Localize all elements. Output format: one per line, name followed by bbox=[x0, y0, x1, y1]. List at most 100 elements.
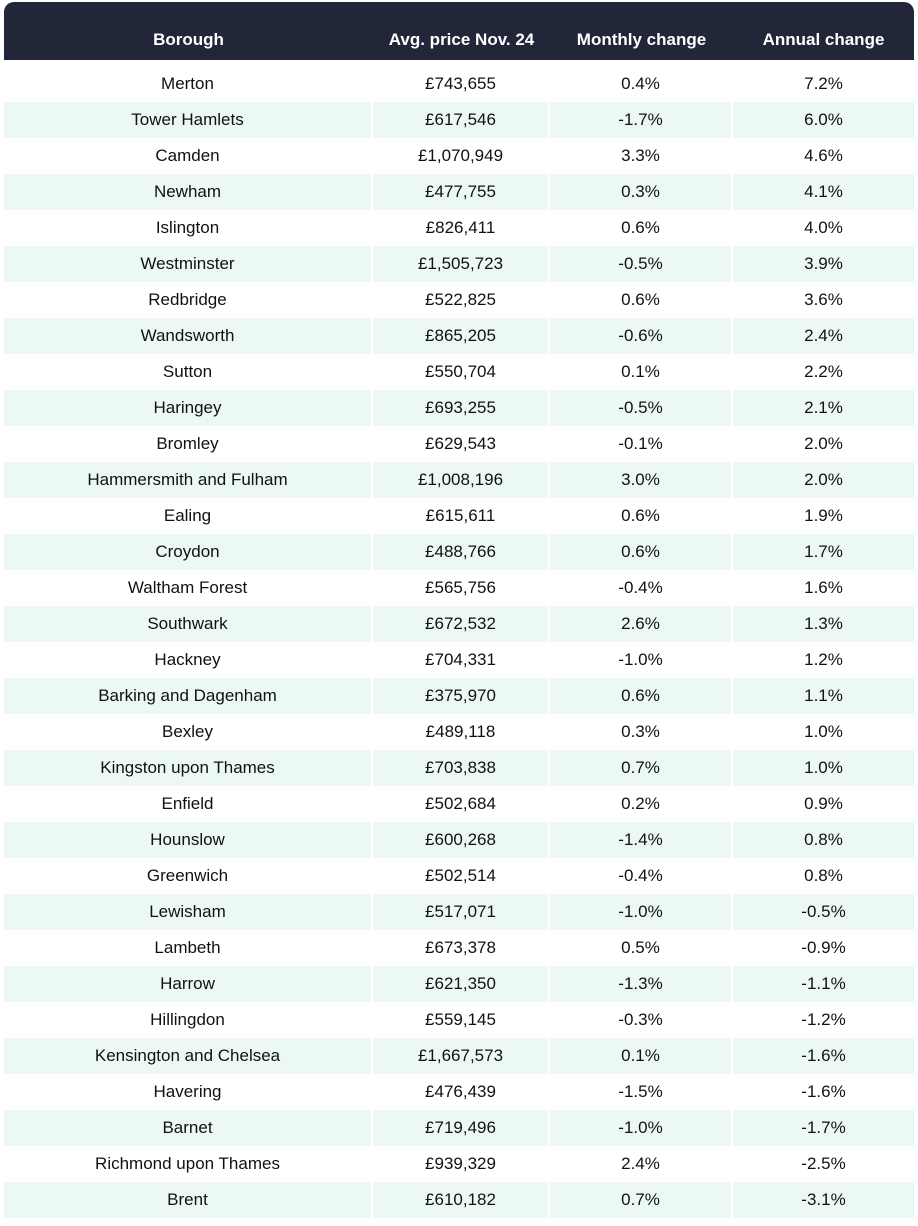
table-row: Camden £1,070,949 3.3% 4.6% bbox=[4, 138, 914, 174]
table-row: Croydon £488,766 0.6% 1.7% bbox=[4, 534, 914, 570]
borough-cell: Tower Hamlets bbox=[4, 102, 373, 138]
table-row: Harrow £621,350 -1.3% -1.1% bbox=[4, 966, 914, 1002]
table-body: Merton £743,655 0.4% 7.2% Tower Hamlets £617,… bbox=[4, 66, 914, 1218]
annual-change-cell: -1.1% bbox=[733, 966, 914, 1002]
table-header: Borough Avg. price Nov. 24 Monthly chang… bbox=[4, 2, 914, 60]
table-row: Westminster £1,505,723 -0.5% 3.9% bbox=[4, 246, 914, 282]
table-row: Barnet £719,496 -1.0% -1.7% bbox=[4, 1110, 914, 1146]
table-row: Tower Hamlets £617,546 -1.7% 6.0% bbox=[4, 102, 914, 138]
borough-cell: Havering bbox=[4, 1074, 373, 1110]
table-row: Newham £477,755 0.3% 4.1% bbox=[4, 174, 914, 210]
avg-price-cell: £477,755 bbox=[373, 174, 550, 210]
avg-price-cell: £1,008,196 bbox=[373, 462, 550, 498]
header-borough: Borough bbox=[153, 30, 224, 49]
avg-price-cell: £517,071 bbox=[373, 894, 550, 930]
avg-price-cell: £502,684 bbox=[373, 786, 550, 822]
table-row: Southwark £672,532 2.6% 1.3% bbox=[4, 606, 914, 642]
annual-change-cell: 0.8% bbox=[733, 822, 914, 858]
annual-change-cell: 0.8% bbox=[804, 866, 843, 885]
monthly-change-cell: -0.1% bbox=[550, 426, 733, 462]
annual-change-cell: -1.7% bbox=[733, 1110, 914, 1146]
monthly-change-cell: -1.0% bbox=[550, 642, 733, 678]
monthly-change-cell: 0.1% bbox=[550, 354, 733, 390]
annual-change-cell: 1.0% bbox=[804, 722, 843, 741]
table-row: Lewisham £517,071 -1.0% -0.5% bbox=[4, 894, 914, 930]
avg-price-cell: £522,825 bbox=[373, 282, 550, 318]
borough-cell: Kingston upon Thames bbox=[4, 750, 373, 786]
table-row: Bexley £489,118 0.3% 1.0% bbox=[4, 714, 914, 750]
borough-cell: Waltham Forest bbox=[4, 570, 373, 606]
monthly-change-cell: -1.4% bbox=[550, 822, 733, 858]
monthly-change-cell: -1.5% bbox=[550, 1074, 733, 1110]
monthly-change-cell: 0.3% bbox=[550, 174, 733, 210]
table-row: Sutton £550,704 0.1% 2.2% bbox=[4, 354, 914, 390]
monthly-change-cell: -0.5% bbox=[550, 390, 733, 426]
table-row: Barking and Dagenham £375,970 0.6% 1.1% bbox=[4, 678, 914, 714]
borough-cell: Redbridge bbox=[4, 282, 373, 318]
borough-cell: Camden bbox=[4, 138, 373, 174]
monthly-change-cell: -1.0% bbox=[550, 1110, 733, 1146]
table-row: Richmond upon Thames £939,329 2.4% -2.5% bbox=[4, 1146, 914, 1182]
monthly-change-cell: 0.2% bbox=[550, 786, 733, 822]
monthly-change-cell: 2.6% bbox=[550, 606, 733, 642]
borough-cell: Kensington and Chelsea bbox=[4, 1038, 373, 1074]
table-row: Hillingdon £559,145 -0.3% -1.2% bbox=[4, 1002, 914, 1038]
avg-price-cell: £1,667,573 bbox=[373, 1038, 550, 1074]
table-row: Islington £826,411 0.6% 4.0% bbox=[4, 210, 914, 246]
monthly-change-cell: 0.6% bbox=[550, 498, 733, 534]
annual-change-cell: -1.2% bbox=[801, 1010, 846, 1029]
avg-price-cell: £719,496 bbox=[373, 1110, 550, 1146]
annual-change-cell: -1.6% bbox=[733, 1038, 914, 1074]
annual-change-cell: -3.1% bbox=[733, 1182, 914, 1218]
avg-price-cell: £488,766 bbox=[373, 534, 550, 570]
borough-cell: Hackney bbox=[4, 642, 373, 678]
avg-price-cell: £704,331 bbox=[373, 642, 550, 678]
annual-change-cell: 3.9% bbox=[733, 246, 914, 282]
annual-change-cell: 6.0% bbox=[733, 102, 914, 138]
borough-cell: Lewisham bbox=[4, 894, 373, 930]
borough-cell: Lambeth bbox=[4, 930, 373, 966]
avg-price-cell: £550,704 bbox=[373, 354, 550, 390]
monthly-change-cell: 2.4% bbox=[550, 1146, 733, 1182]
avg-price-cell: £629,543 bbox=[373, 426, 550, 462]
avg-price-cell: £565,756 bbox=[373, 570, 550, 606]
table-row: Kensington and Chelsea £1,667,573 0.1% -1.6… bbox=[4, 1038, 914, 1074]
annual-change-cell: 2.1% bbox=[733, 390, 914, 426]
table-row: Greenwich £502,514 -0.4% 0.8% bbox=[4, 858, 914, 894]
annual-change-cell: 2.0% bbox=[733, 462, 914, 498]
avg-price-cell: £600,268 bbox=[373, 822, 550, 858]
monthly-change-cell: 0.7% bbox=[550, 750, 733, 786]
annual-change-cell: 1.1% bbox=[733, 678, 914, 714]
annual-change-cell: 2.0% bbox=[804, 434, 843, 453]
avg-price-cell: £826,411 bbox=[373, 210, 550, 246]
avg-price-cell: £476,439 bbox=[373, 1074, 550, 1110]
borough-cell: Richmond upon Thames bbox=[4, 1146, 373, 1182]
borough-cell: Enfield bbox=[4, 786, 373, 822]
avg-price-cell: £703,838 bbox=[373, 750, 550, 786]
monthly-change-cell: 0.5% bbox=[550, 930, 733, 966]
borough-cell: Brent bbox=[4, 1182, 373, 1218]
monthly-change-cell: -0.4% bbox=[550, 570, 733, 606]
borough-cell: Barnet bbox=[4, 1110, 373, 1146]
avg-price-cell: £865,205 bbox=[373, 318, 550, 354]
table-row: Haringey £693,255 -0.5% 2.1% bbox=[4, 390, 914, 426]
monthly-change-cell: 0.6% bbox=[550, 282, 733, 318]
annual-change-cell: 1.7% bbox=[733, 534, 914, 570]
table-row: Havering £476,439 -1.5% -1.6% bbox=[4, 1074, 914, 1110]
table-row: Ealing £615,611 0.6% 1.9% bbox=[4, 498, 914, 534]
monthly-change-cell: 0.1% bbox=[550, 1038, 733, 1074]
header-annual-change: Annual change bbox=[762, 30, 885, 49]
avg-price-cell: £621,350 bbox=[373, 966, 550, 1002]
annual-change-cell: 4.6% bbox=[804, 146, 843, 165]
borough-price-table: Borough Avg. price Nov. 24 Monthly chang… bbox=[4, 2, 914, 1218]
monthly-change-cell: 0.3% bbox=[550, 714, 733, 750]
header-avg-price: Avg. price Nov. 24 bbox=[388, 30, 535, 49]
monthly-change-cell: 3.0% bbox=[550, 462, 733, 498]
table-row: Enfield £502,684 0.2% 0.9% bbox=[4, 786, 914, 822]
avg-price-cell: £673,378 bbox=[373, 930, 550, 966]
table-row: Redbridge £522,825 0.6% 3.6% bbox=[4, 282, 914, 318]
annual-change-cell: 1.2% bbox=[804, 650, 843, 669]
monthly-change-cell: -1.3% bbox=[550, 966, 733, 1002]
annual-change-cell: 2.2% bbox=[804, 362, 843, 381]
borough-cell: Barking and Dagenham bbox=[4, 678, 373, 714]
